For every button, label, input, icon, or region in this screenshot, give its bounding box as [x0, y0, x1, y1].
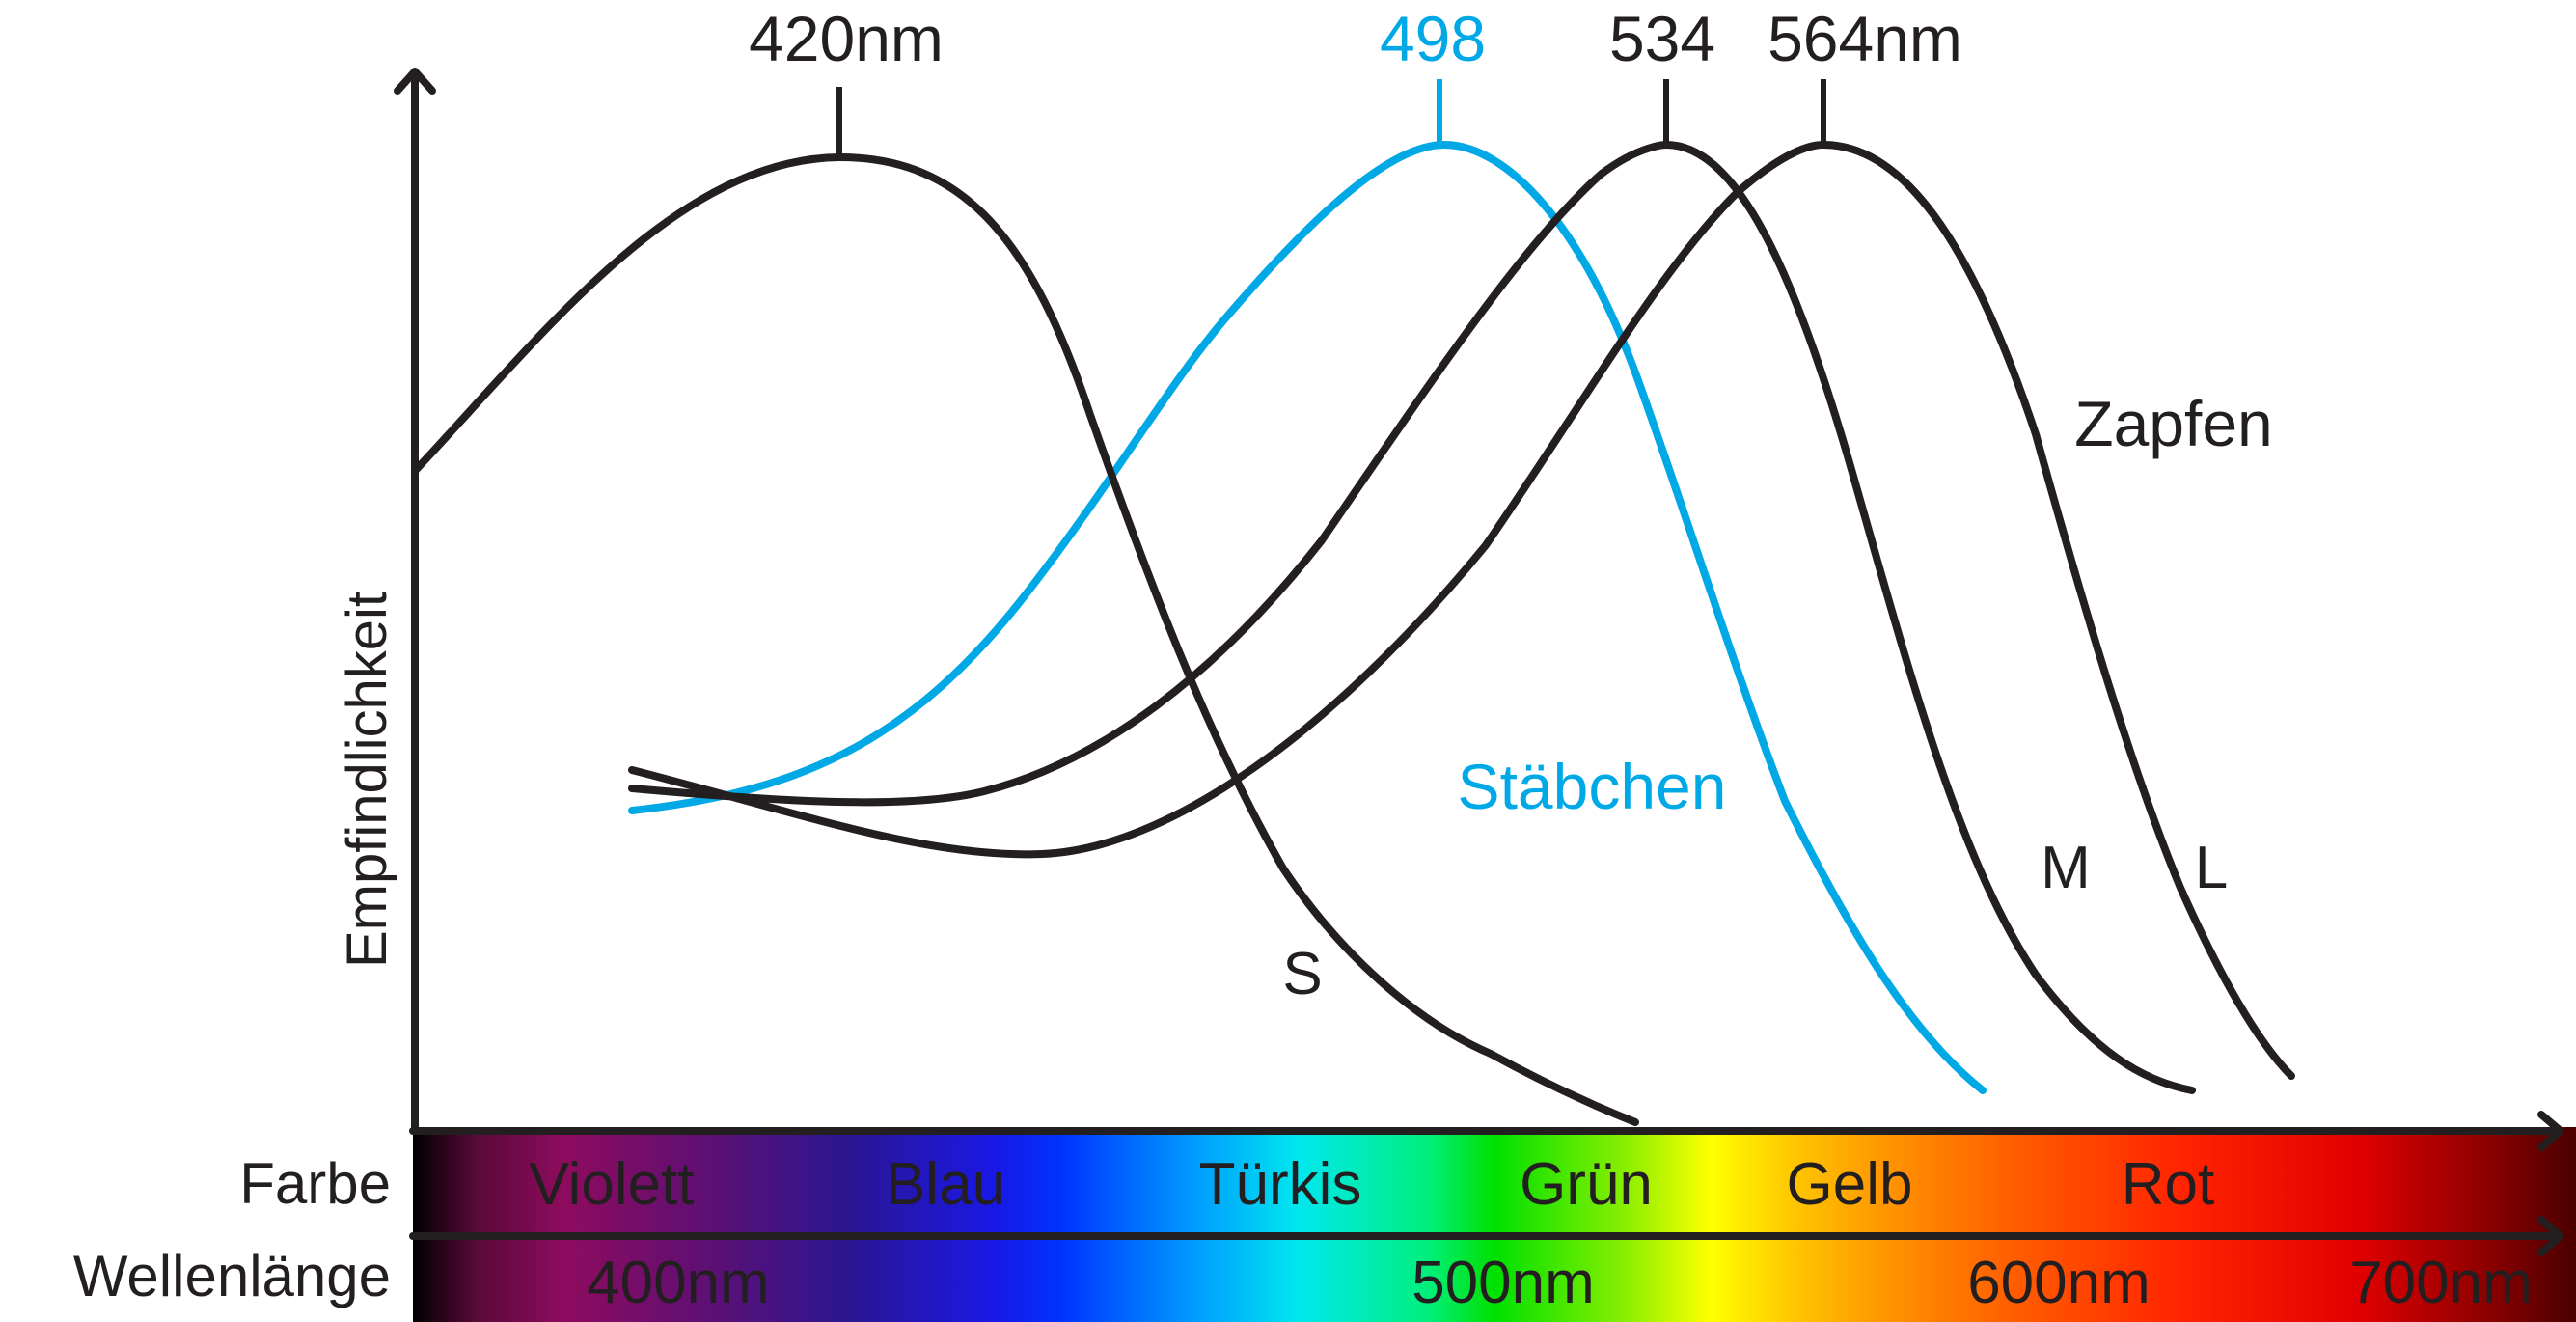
wavelength-tick: 600nm [1967, 1250, 2151, 1316]
s-cone-curve [411, 153, 1639, 1126]
wavelength-ticks: 400nm 500nm 600nm 700nm [587, 1250, 2533, 1316]
wavelength-tick: 400nm [587, 1250, 770, 1316]
curve-label-rods: Stäbchen [1458, 751, 1727, 822]
m-cone-curve [628, 141, 2196, 1094]
axes [394, 68, 2564, 1256]
color-name: Rot [2122, 1151, 2214, 1218]
curve-label-cones: Zapfen [2074, 388, 2272, 459]
rod-curve [628, 141, 1987, 1094]
color-name: Grün [1520, 1151, 1653, 1218]
peak-label-l: 564nm [1768, 3, 1962, 74]
wavelength-tick: 700nm [2349, 1250, 2533, 1316]
color-name: Violett [529, 1151, 694, 1218]
peak-label-m: 534 [1609, 3, 1715, 74]
curve-label-m: M [2041, 835, 2091, 901]
peak-label-rods: 498 [1380, 3, 1486, 74]
curve-label-s: S [1282, 941, 1322, 1007]
l-cone-curve [628, 141, 2295, 1080]
color-names: Violett Blau Türkis Grün Gelb Rot [529, 1151, 2214, 1218]
color-row-title: Farbe [239, 1151, 391, 1216]
wavelength-tick: 500nm [1411, 1250, 1595, 1316]
y-axis-label: Empfindlichkeit [336, 592, 398, 968]
color-name: Gelb [1787, 1151, 1913, 1218]
color-name: Blau [886, 1151, 1005, 1218]
peak-ticks [836, 79, 1826, 154]
sensitivity-curves [411, 141, 2295, 1126]
curve-label-l: L [2195, 835, 2228, 901]
color-name: Türkis [1199, 1151, 1362, 1218]
spectrum-band [413, 1127, 2576, 1322]
peak-label-s: 420nm [749, 3, 944, 74]
wavelength-row-title: Wellenlänge [73, 1244, 391, 1308]
